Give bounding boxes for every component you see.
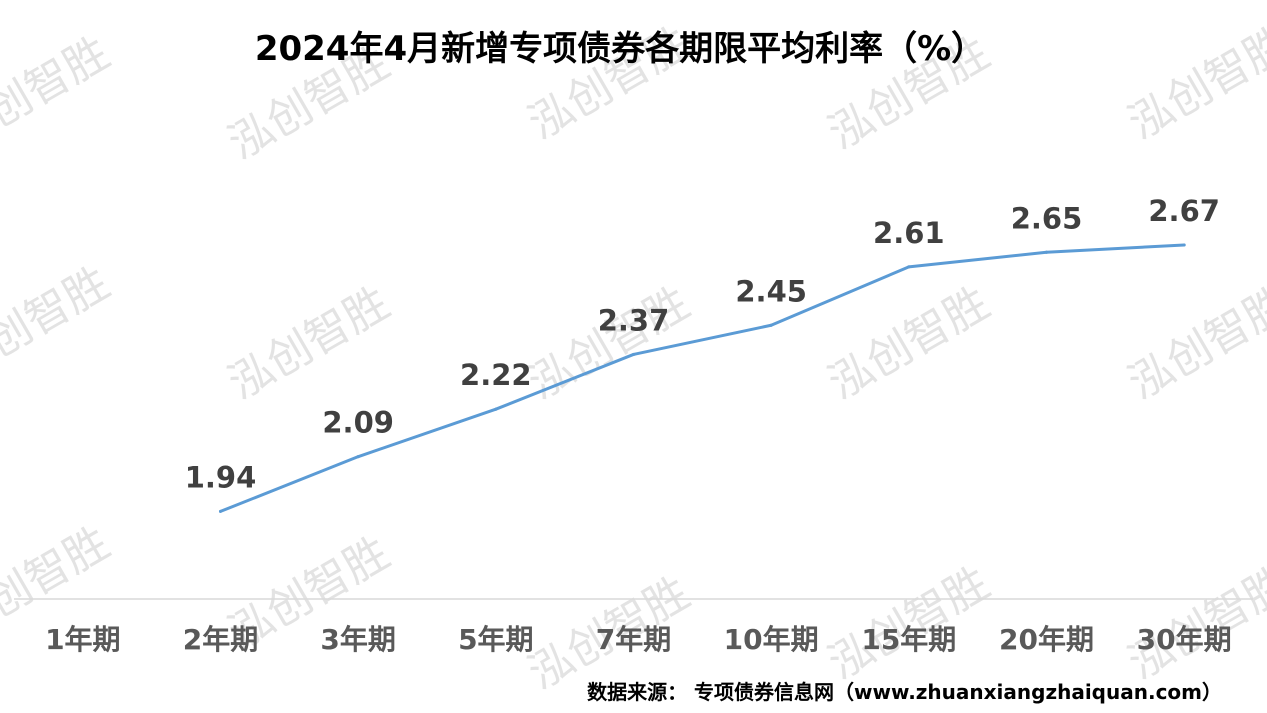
data-label: 2.09 — [322, 406, 394, 440]
series-line-segment — [632, 323, 773, 356]
x-tick-label: 15年期 — [861, 623, 956, 656]
data-point — [494, 407, 498, 411]
source-note: 数据来源： 专项债券信息网（www.zhuanxiangzhaiquan.com… — [587, 680, 1222, 704]
x-axis-tick-labels: 1年期 2年期 3年期 5年期 7年期 10年期 15年期 20年期 30年期 — [45, 623, 1232, 656]
x-tick-label: 20年期 — [999, 623, 1094, 656]
watermark-text: 泓创智胜 — [0, 27, 118, 159]
data-labels: 1.94 2.09 2.22 2.37 2.45 2.61 2.65 2.67 — [185, 194, 1220, 494]
watermark-text: 泓创智胜 — [1120, 17, 1267, 149]
x-tick-label: 5年期 — [458, 623, 533, 656]
data-label: 1.94 — [185, 460, 257, 494]
series-line-segment — [356, 407, 498, 459]
chart-title: 2024年4月新增专项债券各期限平均利率（%） — [255, 29, 985, 69]
data-label: 2.22 — [460, 358, 532, 392]
series-line-segment — [219, 455, 360, 513]
data-label: 2.61 — [873, 216, 945, 250]
watermark-text: 泓创智胜 — [820, 277, 998, 409]
watermark-text: 泓创智胜 — [1120, 277, 1267, 409]
series-line-segment — [494, 352, 635, 411]
data-label: 2.37 — [598, 303, 670, 337]
data-point — [1045, 250, 1048, 254]
data-point — [769, 323, 773, 327]
x-tick-label: 7年期 — [596, 623, 671, 656]
x-tick-label: 2年期 — [183, 623, 258, 656]
data-point — [356, 455, 360, 459]
x-tick-label: 30年期 — [1137, 623, 1232, 656]
data-label: 2.67 — [1148, 194, 1220, 228]
data-point — [632, 352, 635, 356]
x-tick-label: 3年期 — [320, 623, 395, 656]
x-tick-label: 1年期 — [45, 623, 120, 656]
watermark-text: 泓创智胜 — [220, 277, 398, 409]
series-layer — [219, 243, 1186, 513]
series-line-segment — [1045, 243, 1186, 254]
x-tick-label: 10年期 — [724, 623, 819, 656]
data-point — [219, 509, 222, 513]
data-label: 2.45 — [735, 274, 807, 308]
series-line-segment — [907, 250, 1048, 269]
data-point — [1182, 243, 1186, 247]
data-point — [907, 265, 911, 269]
data-label: 2.65 — [1011, 201, 1083, 235]
watermark-text: 泓创智胜 — [0, 257, 118, 389]
series-line-segment — [769, 265, 911, 327]
